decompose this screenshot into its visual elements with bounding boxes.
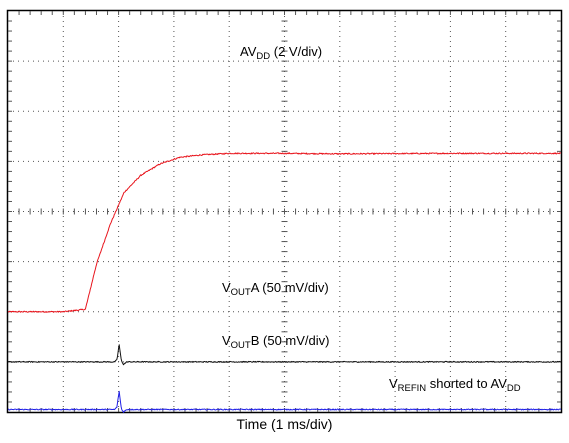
series-line-0 bbox=[7, 152, 562, 313]
series-line-2 bbox=[8, 390, 562, 413]
series-line-1 bbox=[7, 344, 562, 366]
grid-lines bbox=[8, 11, 561, 412]
vouta-label: VOUTA (50 mV/div) bbox=[222, 280, 329, 298]
traces bbox=[7, 152, 562, 413]
avdd-label: AVDD (2 V/div) bbox=[240, 44, 322, 62]
refin-annotation: VREFIN shorted to AVDD bbox=[389, 376, 521, 394]
voutb-label: VOUTB (50 mV/div) bbox=[222, 333, 329, 351]
scope-plot: AVDD (2 V/div) VOUTA (50 mV/div) VOUTB (… bbox=[6, 9, 563, 414]
x-axis-label: Time (1 ms/div) bbox=[236, 416, 333, 432]
